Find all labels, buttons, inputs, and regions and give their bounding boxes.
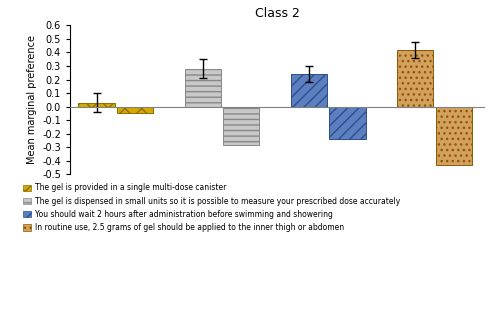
Bar	[117, 107, 153, 113]
Bar	[291, 74, 327, 107]
Bar	[78, 103, 114, 107]
Bar	[436, 107, 472, 165]
Bar	[397, 50, 433, 107]
Bar	[330, 107, 366, 139]
Legend: The gel is provided in a single multi-dose canister, The gel is dispensed in sma: The gel is provided in a single multi-do…	[20, 180, 403, 235]
Bar	[223, 107, 260, 145]
Bar	[184, 69, 221, 107]
Y-axis label: Mean marginal preference: Mean marginal preference	[26, 36, 36, 164]
Title: Class 2: Class 2	[255, 7, 300, 20]
